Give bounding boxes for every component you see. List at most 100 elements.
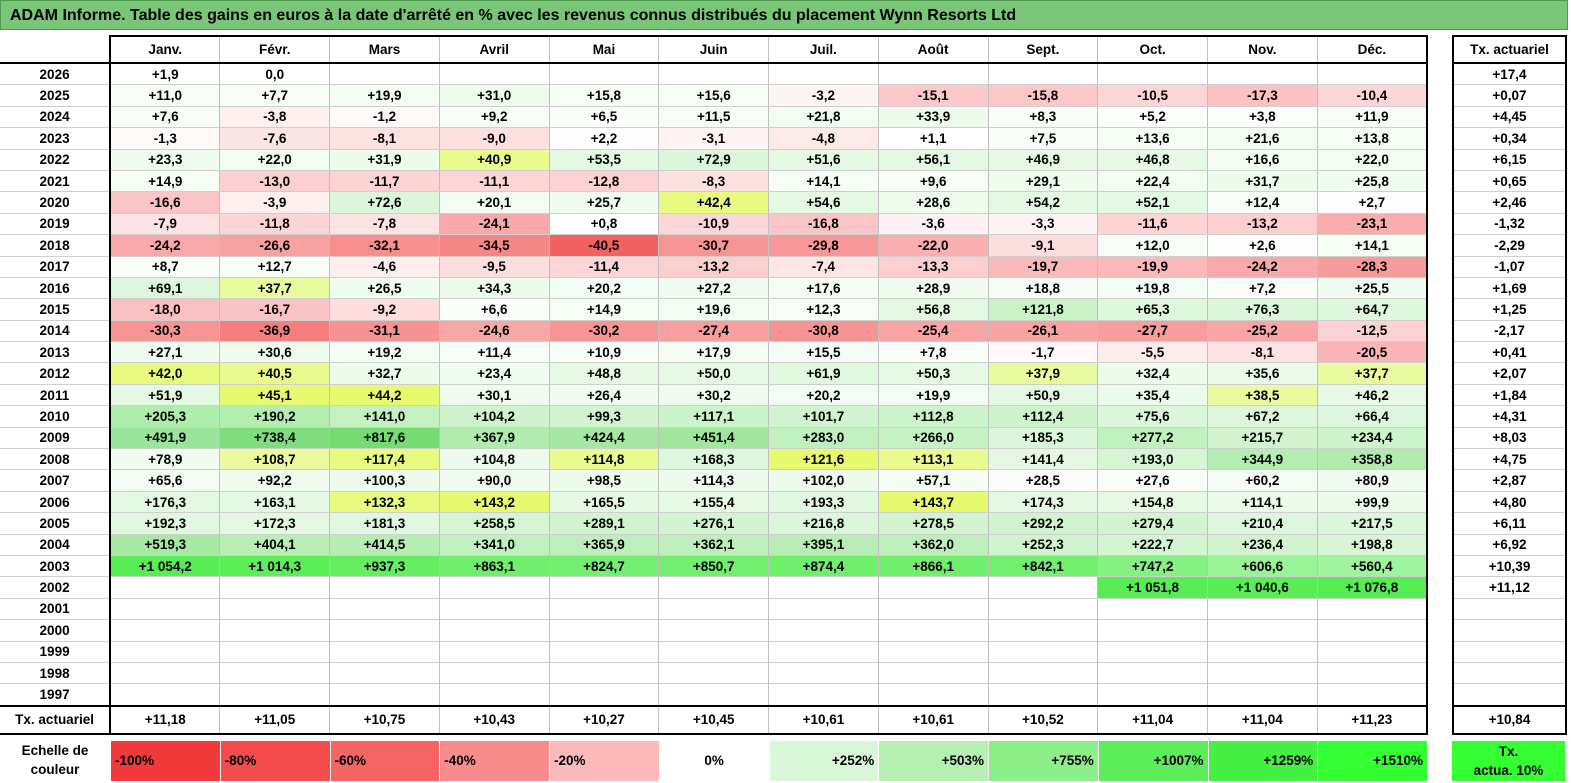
gain-cell: +1,9: [109, 63, 220, 86]
gain-cell: -3,2: [768, 84, 879, 107]
side-row: -2,29: [1452, 234, 1567, 257]
month-header: Nov.: [1206, 35, 1318, 64]
gain-cell: [1206, 662, 1318, 685]
corner-cell: [0, 36, 111, 64]
gain-cell: +163,1: [219, 491, 330, 514]
row-actuarial-rate: +6,92: [1452, 534, 1567, 556]
gain-cell: +276,1: [658, 512, 769, 535]
gain-cell: +26,4: [548, 384, 659, 407]
gain-cell: +121,6: [768, 448, 879, 471]
table-row: 2012 +42,0 +40,5 +32,7 +23,4 +48,8 +50,0 +61,9 +…: [0, 362, 1427, 385]
footer-value: +10,75: [329, 704, 440, 735]
gain-cell: [219, 619, 330, 642]
gain-cell: +15,5: [768, 341, 879, 364]
gain-cell: +114,1: [1206, 491, 1318, 514]
gain-cell: +367,9: [438, 427, 550, 450]
gain-cell: [329, 641, 440, 663]
row-actuarial-rate: [1452, 662, 1567, 685]
row-actuarial-rate: +4,45: [1452, 106, 1567, 129]
side-header: Tx. actuariel: [1452, 35, 1567, 64]
gain-cell: +193,0: [1097, 448, 1208, 471]
gain-cell: +341,0: [438, 534, 550, 556]
gain-cell: [109, 576, 220, 599]
gain-cell: -25,2: [1206, 320, 1318, 343]
gain-cell: +181,3: [329, 512, 440, 535]
month-header: Févr.: [219, 35, 330, 64]
month-header: Mai: [548, 35, 659, 64]
gain-cell: [438, 619, 550, 642]
row-year: 2016: [0, 277, 111, 300]
gain-cell: -7,4: [768, 256, 879, 278]
color-scale-label: Echelle de couleur: [0, 741, 110, 781]
table-row: 2000: [0, 619, 1427, 642]
color-scale-swatch: +1007%: [1098, 741, 1209, 781]
gain-cell: [548, 576, 659, 599]
gain-cell: -30,8: [768, 320, 879, 343]
row-year: 2006: [0, 491, 111, 514]
table-row: 2018 -24,2 -26,6 -32,1 -34,5 -40,5 -30,7 -29,8-…: [0, 234, 1427, 257]
row-actuarial-rate: +8,03: [1452, 427, 1567, 450]
gain-cell: [658, 63, 769, 86]
gain-cell: +28,9: [877, 277, 989, 300]
gain-cell: +92,2: [219, 469, 330, 492]
gain-cell: -27,7: [1097, 320, 1208, 343]
gain-cell: [109, 598, 220, 621]
gain-cell: +54,2: [987, 191, 1098, 214]
table-row: 2009 +491,9 +738,4 +817,6 +367,9 +424,4 +451,4…: [0, 427, 1427, 450]
gain-cell: +21,6: [1206, 127, 1318, 150]
gain-cell: +362,0: [877, 534, 989, 556]
table-row: 2013 +27,1 +30,6 +19,2 +11,4 +10,9 +17,9 +15,5 +…: [0, 341, 1427, 364]
gain-cell: +30,2: [658, 384, 769, 407]
gain-cell: -24,6: [438, 320, 550, 343]
gain-cell: [658, 598, 769, 621]
gain-cell: -7,8: [329, 213, 440, 236]
gain-cell: +222,7: [1097, 534, 1208, 556]
gain-cell: [1097, 63, 1208, 86]
gain-cell: [219, 576, 330, 599]
gain-cell: [1316, 683, 1427, 707]
gain-cell: [987, 641, 1098, 663]
color-scale-label-line2: couleur: [30, 762, 80, 777]
gain-cell: +101,7: [768, 405, 879, 428]
color-scale: -100% -80% -60% -40% -20% 0% +252% +503% +755% +1…: [111, 741, 1428, 781]
footer-value: +10,27: [548, 704, 659, 735]
gain-cell: +72,9: [658, 149, 769, 171]
table-row: 2002 +1 051,8 +1 040,6 +1 076,8: [0, 576, 1427, 599]
gain-cell: +28,5: [987, 469, 1098, 492]
footer-label: Tx. actuariel: [0, 704, 111, 735]
row-actuarial-rate: +4,80: [1452, 491, 1567, 514]
gain-cell: +217,5: [1316, 512, 1427, 535]
footer-value: +10,52: [987, 704, 1098, 735]
table-row: 1998: [0, 662, 1427, 685]
gain-cell: +193,3: [768, 491, 879, 514]
row-actuarial-rate: +1,84: [1452, 384, 1567, 407]
footer-value: +10,61: [768, 704, 879, 735]
gain-cell: -17,3: [1206, 84, 1318, 107]
gain-cell: +35,6: [1206, 362, 1318, 385]
gain-cell: +279,4: [1097, 512, 1208, 535]
gain-cell: +252,3: [987, 534, 1098, 556]
gain-cell: +7,2: [1206, 277, 1318, 300]
gain-cell: +13,8: [1316, 127, 1427, 150]
gain-cell: +17,9: [658, 341, 769, 364]
row-actuarial-rate: +4,75: [1452, 448, 1567, 471]
color-scale-target: Tx. actua. 10%: [1452, 741, 1565, 781]
gain-cell: +11,9: [1316, 106, 1427, 129]
gain-cell: +404,1: [219, 534, 330, 556]
gain-cell: +64,7: [1316, 298, 1427, 321]
table-row: 2011 +51,9 +45,1 +44,2 +30,1 +26,4 +30,2 +20,2 +…: [0, 384, 1427, 407]
gain-cell: [877, 683, 989, 707]
color-scale-swatch: -20%: [550, 741, 660, 781]
side-row: +11,12: [1452, 576, 1567, 599]
side-row: +0,34: [1452, 127, 1567, 150]
gain-cell: -5,5: [1097, 341, 1208, 364]
gain-cell: +27,2: [658, 277, 769, 300]
side-row: [1452, 662, 1567, 685]
gain-cell: -11,1: [438, 170, 550, 193]
gain-cell: [548, 598, 659, 621]
gain-cell: +216,8: [768, 512, 879, 535]
gain-cell: +31,7: [1206, 170, 1318, 193]
gain-cell: -22,0: [877, 234, 989, 257]
gain-cell: +51,6: [768, 149, 879, 171]
row-actuarial-rate: +0,34: [1452, 127, 1567, 150]
